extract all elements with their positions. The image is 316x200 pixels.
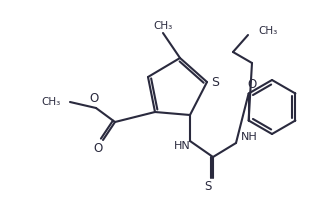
Text: S: S xyxy=(211,75,219,88)
Text: O: O xyxy=(93,142,103,154)
Text: CH₃: CH₃ xyxy=(153,21,173,31)
Text: S: S xyxy=(204,180,212,194)
Text: CH₃: CH₃ xyxy=(42,97,61,107)
Text: O: O xyxy=(247,78,257,92)
Text: NH: NH xyxy=(241,132,258,142)
Text: CH₃: CH₃ xyxy=(258,26,277,36)
Text: O: O xyxy=(89,92,99,106)
Text: HN: HN xyxy=(173,141,190,151)
